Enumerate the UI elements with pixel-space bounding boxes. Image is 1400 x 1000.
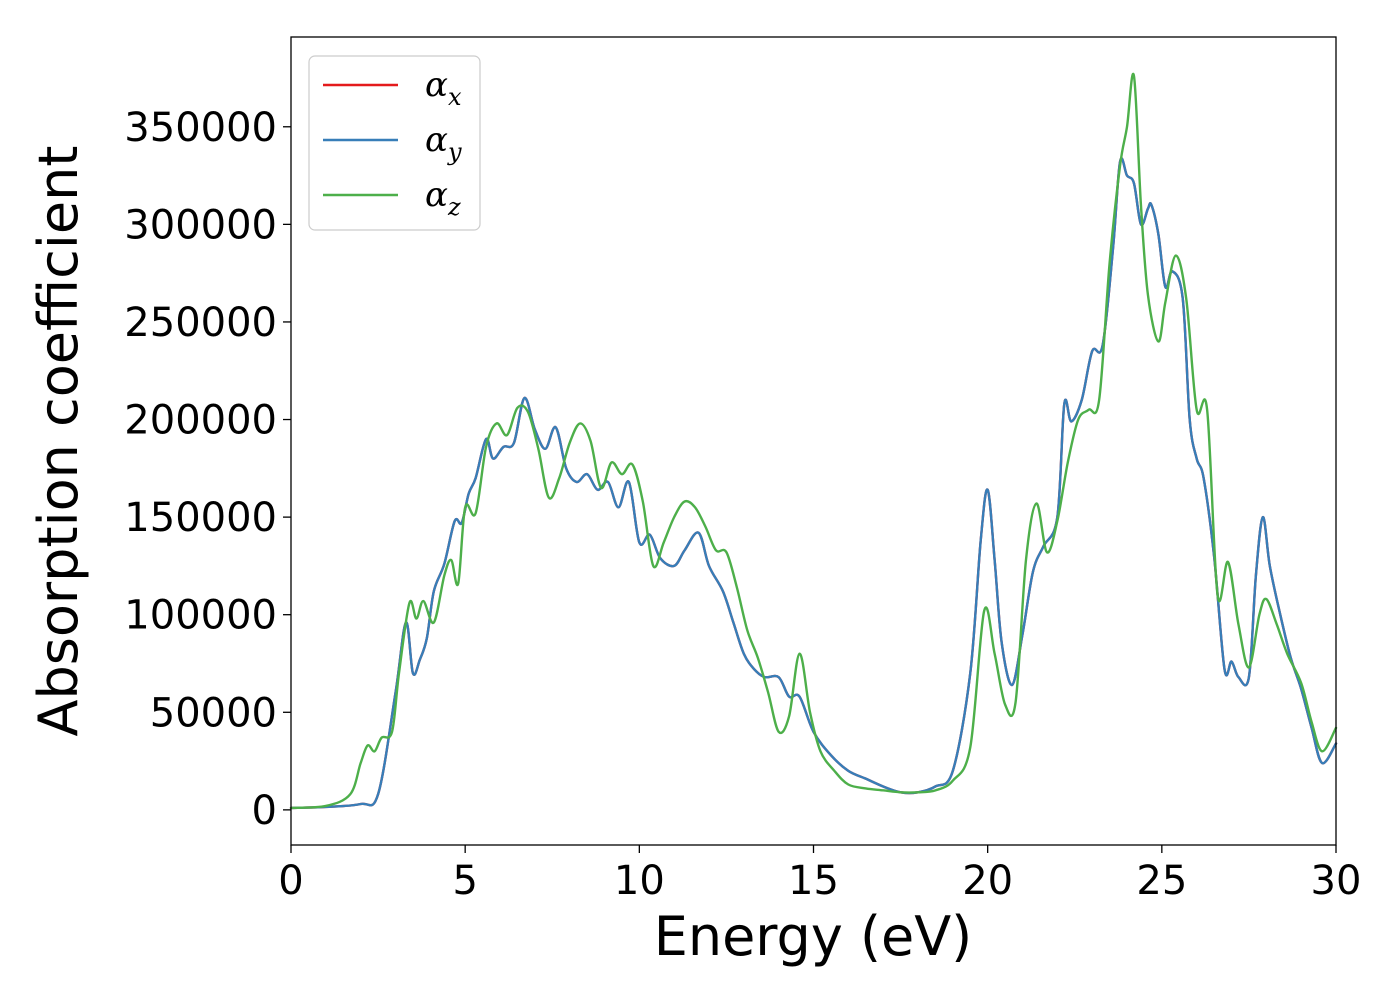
series-line-y	[289, 157, 1338, 810]
legend-label-z: αz	[425, 175, 461, 221]
x-tick-label: 30	[1311, 858, 1362, 904]
y-axis-label: Absorption coefficient	[27, 146, 90, 737]
series-line-z	[289, 72, 1338, 810]
y-tick-label: 200000	[124, 398, 277, 444]
y-tick-label: 300000	[124, 202, 277, 248]
x-tick-label: 5	[452, 858, 477, 904]
legend-label-x: αx	[425, 65, 462, 111]
y-axis-ticks: 0 50000 100000 150000 200000 250000 300000 3500…	[124, 105, 291, 834]
x-tick-label: 15	[788, 858, 839, 904]
x-tick-label: 25	[1136, 858, 1187, 904]
y-tick-label: 100000	[124, 593, 277, 639]
x-axis-label: Energy (eV)	[654, 905, 973, 968]
series-layer	[289, 72, 1338, 810]
y-tick-label: 150000	[124, 495, 277, 541]
y-tick-label: 250000	[124, 300, 277, 346]
x-tick-label: 10	[614, 858, 665, 904]
y-tick-label: 0	[252, 788, 277, 834]
y-tick-label: 350000	[124, 105, 277, 151]
x-tick-label: 20	[962, 858, 1013, 904]
x-tick-label: 0	[278, 858, 303, 904]
y-tick-label: 50000	[150, 690, 277, 736]
legend: αx αy αz	[308, 55, 481, 231]
legend-label-y: αy	[425, 120, 462, 166]
x-axis-ticks: 0 5 10 15 20 25 30	[278, 845, 1361, 904]
legend-box	[308, 55, 481, 231]
